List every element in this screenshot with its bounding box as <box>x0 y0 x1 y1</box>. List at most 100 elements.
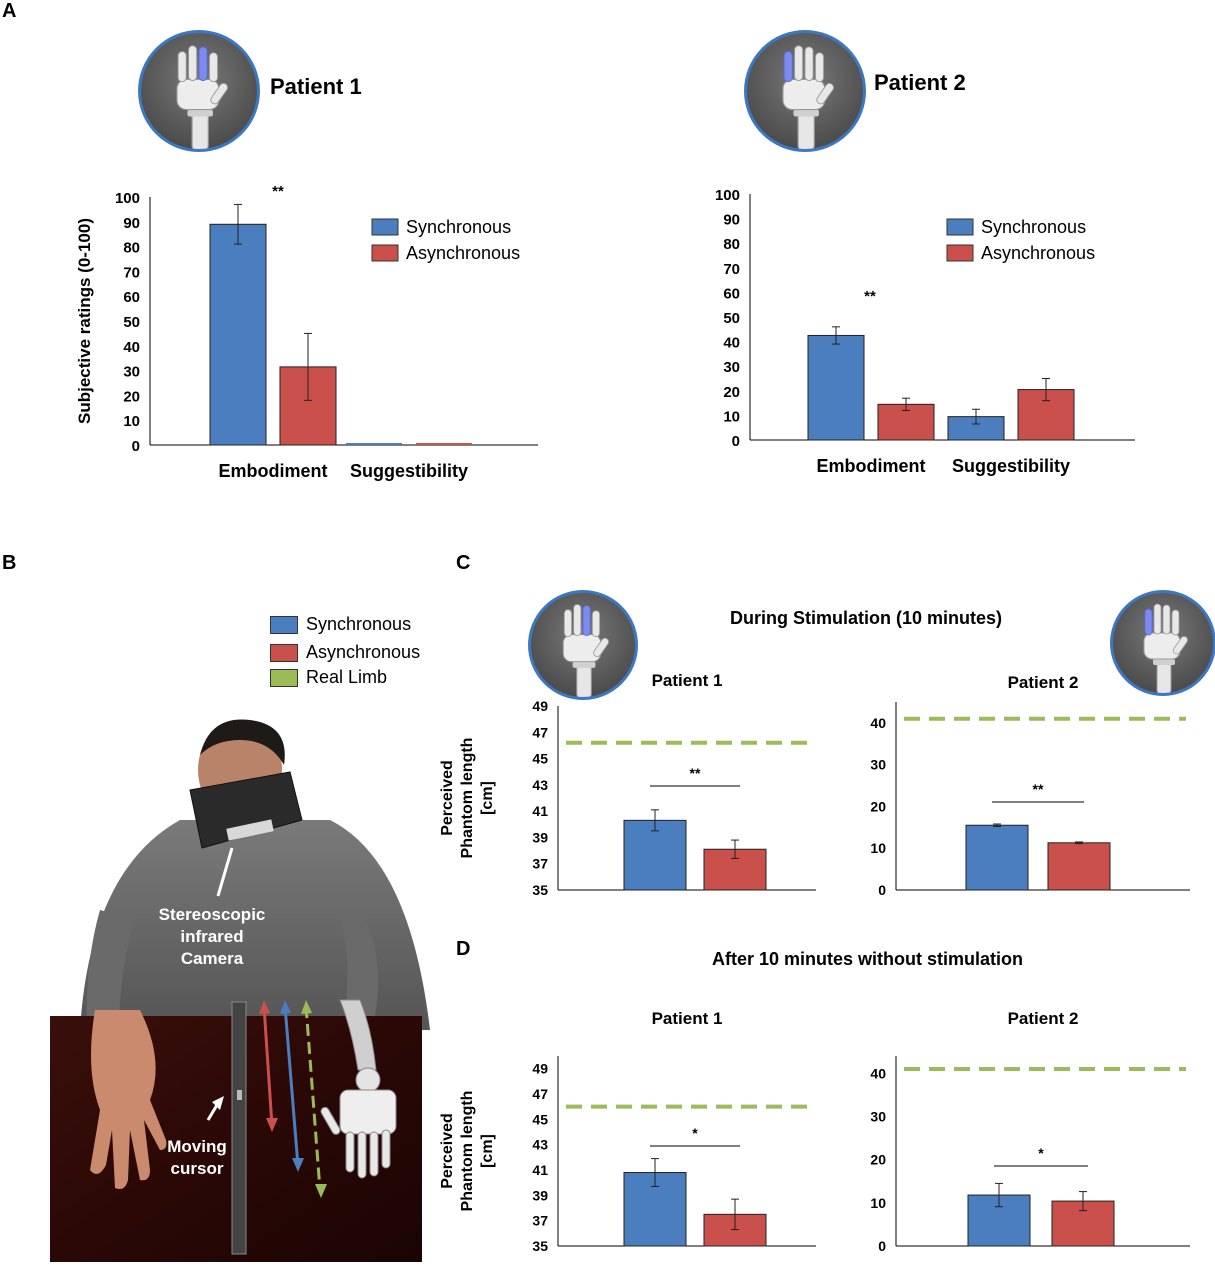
y-axis-label: Perceived <box>440 760 456 836</box>
chart-title: Patient 2 <box>1008 1009 1079 1028</box>
chart-d-patient2: Patient 2 0 10 20 30 40 * <box>870 1009 1190 1254</box>
y-tick-label: 40 <box>723 335 740 352</box>
real-limb-arrow <box>301 1000 327 1198</box>
bar <box>1047 842 1111 891</box>
bar <box>346 443 402 445</box>
y-tick-label: 0 <box>132 438 140 455</box>
legend-swatch <box>946 218 974 236</box>
bar <box>965 824 1029 891</box>
y-tick-label: 100 <box>115 190 140 207</box>
x-category-label: Embodiment <box>816 456 925 476</box>
bar <box>416 443 472 445</box>
panel-letter-a: A <box>2 0 17 22</box>
setup-illustration: Stereoscopic infrared Camera Moving curs… <box>50 719 430 1262</box>
y-tick-label: 20 <box>123 388 140 405</box>
significance-marker: ** <box>864 288 876 305</box>
robot-hand-avatar-icon <box>528 590 638 700</box>
legend-swatch <box>946 244 974 262</box>
y-tick-label: 37 <box>532 1213 548 1229</box>
legend-swatch <box>371 244 399 262</box>
legend-label: Synchronous <box>406 217 511 237</box>
chart-title: Patient 1 <box>652 671 723 690</box>
significance-marker: * <box>1038 1145 1044 1161</box>
cursor-label-1: Moving <box>167 1137 227 1156</box>
y-tick-label: 40 <box>870 1065 886 1081</box>
significance-marker: ** <box>272 183 284 200</box>
y-axis-label: Phantom length <box>459 738 476 859</box>
bar <box>807 334 865 441</box>
y-tick-label: 47 <box>532 724 548 740</box>
y-tick-label: 70 <box>723 261 740 278</box>
moving-cursor <box>237 1090 242 1100</box>
panel-letter-d: D <box>456 938 471 960</box>
y-tick-label: 90 <box>723 212 740 229</box>
significance-marker: ** <box>690 765 701 781</box>
panel-letter-c: C <box>456 552 471 574</box>
y-tick-label: 10 <box>870 840 886 856</box>
stereoscopic-camera-icon <box>189 771 303 849</box>
camera-label-2: infrared <box>180 927 243 946</box>
y-axis-label: [cm] <box>479 1134 496 1168</box>
camera-pointer <box>216 847 234 897</box>
bar <box>209 223 267 446</box>
robot-hand-avatar-icon <box>1110 590 1215 696</box>
y-axis-label: Perceived <box>440 1113 456 1189</box>
y-axis-label: Subjective ratings (0-100) <box>75 218 94 424</box>
legend-swatch <box>371 218 399 236</box>
bar <box>877 403 935 441</box>
y-axis-label: Phantom length <box>459 1091 476 1212</box>
y-tick-label: 20 <box>723 384 740 401</box>
synchronous-arrow <box>280 1000 304 1172</box>
y-tick-label: 80 <box>123 240 140 257</box>
y-tick-label: 10 <box>870 1195 886 1211</box>
y-tick-label: 0 <box>732 433 740 450</box>
asynchronous-arrow <box>259 1000 278 1132</box>
camera-label-1: Stereoscopic <box>159 905 266 924</box>
y-tick-label: 35 <box>532 1238 548 1254</box>
y-axis-label: [cm] <box>479 781 496 815</box>
y-tick-label: 100 <box>715 187 740 204</box>
y-tick-label: 10 <box>723 408 740 425</box>
y-tick-label: 43 <box>532 777 548 793</box>
y-tick-label: 90 <box>123 215 140 232</box>
bar <box>623 819 687 891</box>
y-tick-label: 20 <box>870 1152 886 1168</box>
x-category-label: Suggestibility <box>350 461 468 481</box>
x-category-label: Embodiment <box>218 461 327 481</box>
chart-title: Patient 2 <box>1008 673 1079 692</box>
legend-item-synchronous: Synchronous <box>270 614 411 635</box>
y-tick-label: 39 <box>532 1187 548 1203</box>
y-tick-label: 30 <box>870 757 886 773</box>
y-tick-label: 43 <box>532 1137 548 1153</box>
significance-marker: ** <box>1033 781 1044 797</box>
y-tick-label: 60 <box>723 285 740 302</box>
y-tick-label: 45 <box>532 1111 548 1127</box>
virtual-robot-hand <box>320 999 397 1179</box>
cursor-track <box>231 1001 247 1255</box>
real-hand <box>90 1010 167 1189</box>
y-tick-label: 41 <box>532 803 548 819</box>
y-tick-label: 47 <box>532 1086 548 1102</box>
cursor-label-2: cursor <box>171 1159 224 1178</box>
y-tick-label: 45 <box>532 751 548 767</box>
robot-hand-avatar-icon <box>744 30 866 152</box>
chart-a-patient2: 0 10 20 30 40 50 60 70 80 90 100 Embodiment Suggesti… <box>715 187 1135 476</box>
patient2-title: Patient 2 <box>874 70 966 95</box>
legend-label: Asynchronous <box>981 243 1095 263</box>
y-tick-label: 10 <box>123 413 140 430</box>
significance-marker: * <box>692 1125 698 1141</box>
y-tick-label: 39 <box>532 829 548 845</box>
patient1-title: Patient 1 <box>270 74 362 99</box>
y-tick-label: 20 <box>870 798 886 814</box>
chart-d-patient1: Patient 1 35 37 39 41 43 45 47 49 Perceived Phanto… <box>440 1009 816 1254</box>
y-tick-label: 49 <box>532 698 548 714</box>
robot-hand-avatar-icon <box>138 30 260 152</box>
camera-label-3: Camera <box>181 949 244 968</box>
y-tick-label: 50 <box>123 314 140 331</box>
x-category-label: Suggestibility <box>952 456 1070 476</box>
y-tick-label: 30 <box>723 359 740 376</box>
y-tick-label: 70 <box>123 264 140 281</box>
y-tick-label: 30 <box>870 1108 886 1124</box>
chart-c-patient2: Patient 2 0 10 20 30 40 ** <box>870 673 1190 898</box>
y-tick-label: 50 <box>723 310 740 327</box>
